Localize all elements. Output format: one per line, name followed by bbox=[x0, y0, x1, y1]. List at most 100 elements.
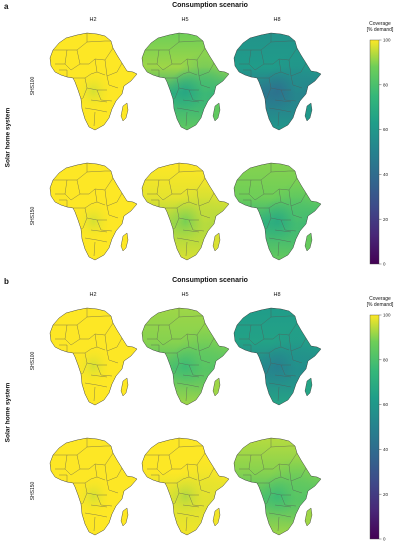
coastline bbox=[49, 307, 138, 406]
country-border bbox=[264, 87, 272, 100]
country-border bbox=[88, 177, 114, 195]
country-border bbox=[172, 492, 180, 505]
country-border bbox=[248, 179, 265, 201]
country-border bbox=[188, 89, 205, 102]
central-africa-shading bbox=[50, 33, 137, 130]
colorbar-tick-label: 80 bbox=[383, 82, 389, 87]
country-border bbox=[243, 344, 252, 352]
country-border bbox=[156, 324, 173, 346]
country-border bbox=[280, 494, 297, 507]
madagascar bbox=[120, 102, 129, 122]
country-border bbox=[288, 59, 307, 77]
country-border bbox=[88, 322, 114, 340]
country-border bbox=[145, 163, 180, 181]
map-shs100-h2 bbox=[49, 307, 138, 406]
madagascar bbox=[304, 102, 313, 122]
country-border bbox=[268, 352, 291, 366]
colorbar-title-line2: [% demand] bbox=[366, 302, 394, 308]
country-border bbox=[80, 87, 88, 100]
country-border bbox=[248, 324, 265, 346]
madagascar bbox=[304, 232, 313, 252]
country-border bbox=[86, 445, 111, 448]
madagascar bbox=[120, 232, 129, 252]
country-border bbox=[274, 504, 292, 508]
panel-b: b Consumption scenario H2 H5 H8 Solar ho… bbox=[0, 275, 412, 550]
country-border bbox=[270, 40, 295, 43]
country-border bbox=[94, 58, 98, 73]
country-border bbox=[64, 49, 81, 71]
madagascar bbox=[120, 377, 129, 397]
colorbar-gradient bbox=[369, 39, 380, 265]
country-border bbox=[73, 346, 106, 354]
country-border bbox=[274, 229, 292, 233]
country-border bbox=[151, 344, 160, 352]
country-border bbox=[196, 334, 215, 352]
map-shs150-h5 bbox=[141, 437, 230, 536]
central-africa-shading bbox=[142, 163, 229, 260]
country-border bbox=[198, 205, 211, 219]
country-border bbox=[280, 364, 297, 377]
coastline bbox=[49, 437, 138, 536]
panel-letter: a bbox=[4, 2, 9, 11]
country-border bbox=[86, 170, 111, 173]
country-border bbox=[257, 201, 290, 209]
country-border bbox=[243, 474, 252, 482]
country-border bbox=[53, 438, 88, 456]
country-border bbox=[185, 516, 188, 532]
country-border bbox=[182, 229, 200, 233]
colorbar-gradient bbox=[369, 314, 380, 540]
map-shs100-h5 bbox=[141, 32, 230, 131]
country-border bbox=[80, 492, 88, 505]
country-border bbox=[84, 352, 107, 366]
country-border bbox=[237, 163, 272, 181]
country-border bbox=[156, 179, 173, 201]
country-border bbox=[64, 454, 81, 476]
country-border bbox=[104, 189, 123, 207]
country-border bbox=[288, 464, 307, 482]
country-border bbox=[277, 241, 280, 257]
map-shs100-h2 bbox=[49, 32, 138, 131]
country-border bbox=[188, 219, 205, 232]
country-border bbox=[264, 362, 272, 375]
country-border bbox=[274, 99, 292, 103]
map-shs100-h8 bbox=[233, 32, 322, 131]
central-africa-shading bbox=[234, 438, 321, 535]
madagascar bbox=[212, 232, 221, 252]
country-border bbox=[257, 71, 290, 79]
column-label-h2: H2 bbox=[89, 17, 97, 23]
country-border bbox=[278, 463, 282, 478]
country-border bbox=[196, 59, 215, 77]
country-border bbox=[93, 516, 96, 532]
country-border bbox=[84, 382, 108, 388]
country-border bbox=[243, 199, 252, 207]
central-africa-shading bbox=[50, 438, 137, 535]
country-border bbox=[186, 58, 190, 73]
coastline bbox=[49, 32, 138, 131]
row-label-shs150: SHS150 bbox=[30, 206, 36, 226]
column-label-h8: H8 bbox=[273, 17, 281, 23]
map-shs100-h8 bbox=[233, 307, 322, 406]
country-border bbox=[290, 205, 303, 219]
central-africa-shading bbox=[50, 163, 137, 260]
panel-title: Consumption scenario bbox=[172, 2, 248, 9]
country-border bbox=[196, 464, 215, 482]
country-border bbox=[151, 199, 160, 207]
country-border bbox=[188, 364, 205, 377]
country-border bbox=[278, 333, 282, 348]
country-border bbox=[268, 107, 292, 113]
colorbar: 0 20 40 60 80 100 bbox=[369, 313, 391, 542]
column-label-h2: H2 bbox=[89, 292, 97, 298]
country-border bbox=[198, 480, 211, 494]
country-border bbox=[84, 512, 108, 518]
country-border bbox=[84, 207, 107, 221]
coastline bbox=[233, 32, 322, 131]
country-border bbox=[84, 237, 108, 243]
country-border bbox=[268, 512, 292, 518]
country-border bbox=[280, 89, 297, 102]
map-shs150-h5 bbox=[141, 162, 230, 261]
coastline bbox=[233, 307, 322, 406]
country-border bbox=[178, 315, 203, 318]
central-africa-shading bbox=[142, 308, 229, 405]
country-border bbox=[176, 352, 199, 366]
row-label-shs100: SHS100 bbox=[30, 76, 36, 96]
